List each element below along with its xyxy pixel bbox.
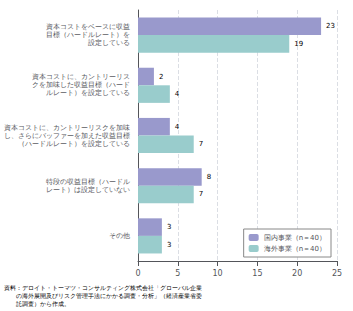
svg-text:7: 7 [199,140,203,148]
svg-text:クを加味した収益目標（ハード: クを加味した収益目標（ハード [32,81,130,89]
svg-text:3: 3 [167,241,171,249]
svg-text:3: 3 [167,223,171,231]
svg-text:4: 4 [175,123,180,131]
svg-text:10: 10 [213,269,223,278]
svg-text:20: 20 [292,269,302,278]
svg-text:資本コストに、カントリーリスクを加味: 資本コストに、カントリーリスクを加味 [4,124,130,132]
svg-text:し、さらにバッファーを加えた収益目標: し、さらにバッファーを加えた収益目標 [4,132,130,140]
svg-text:（ハードルレート）を設定している: （ハードルレート）を設定している [18,140,130,148]
svg-text:設定している: 設定している [88,39,130,47]
svg-text:目標（ハードルレート）を: 目標（ハードルレート）を [46,31,130,39]
svg-text:特段の収益目標（ハードル: 特段の収益目標（ハードル [46,178,130,186]
svg-text:25: 25 [332,269,342,278]
svg-text:資本コストに、カントリーリス: 資本コストに、カントリーリス [32,73,130,81]
svg-text:の海外展開及びリスク管理手法にかかる調査・分析」（経済産業省: の海外展開及びリスク管理手法にかかる調査・分析」（経済産業省委 [4,292,202,300]
svg-text:託調査）から作成。: 託調査）から作成。 [4,300,70,308]
svg-text:5: 5 [175,269,180,278]
svg-text:資料：デロイト・トーマツ・コンサルティング株式会社「グローバ: 資料：デロイト・トーマツ・コンサルティング株式会社「グローバル企業 [4,284,202,292]
svg-text:23: 23 [326,22,335,30]
svg-text:15: 15 [252,269,262,278]
svg-text:19: 19 [294,40,303,48]
svg-text:海外事業（n＝40）: 海外事業（n＝40） [264,245,326,253]
svg-text:0: 0 [135,269,140,278]
svg-text:4: 4 [175,90,180,98]
svg-text:7: 7 [199,190,203,198]
svg-text:その他: その他 [109,232,130,240]
svg-text:8: 8 [207,173,211,181]
svg-text:国内事業（n＝40）: 国内事業（n＝40） [264,234,326,242]
svg-text:レート）は設定していない: レート）は設定していない [46,186,130,194]
svg-text:2: 2 [159,73,163,81]
svg-text:ルレート）を設定している: ルレート）を設定している [46,89,130,97]
svg-text:資本コストをベースに収益: 資本コストをベースに収益 [46,23,130,31]
